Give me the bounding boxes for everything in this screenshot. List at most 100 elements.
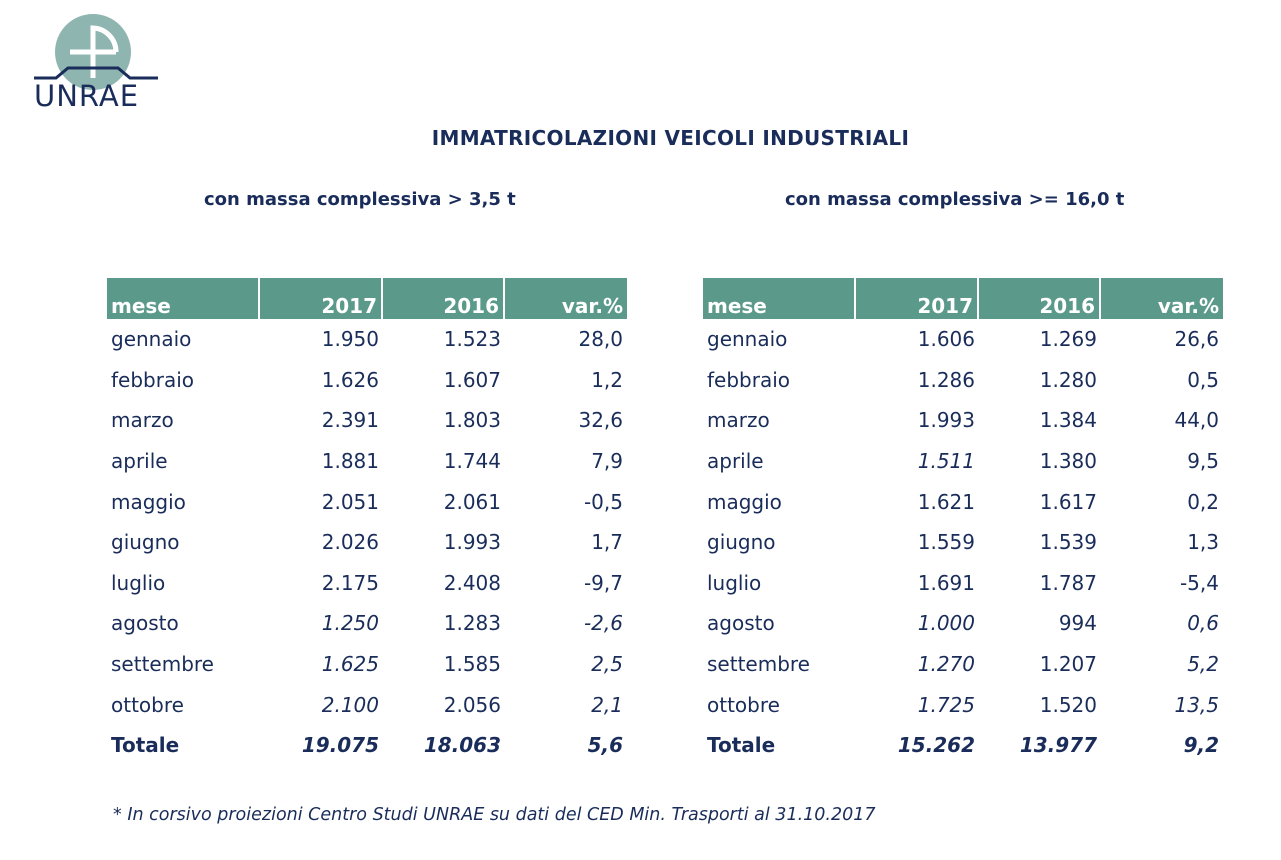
cell-2016: 1.744: [443, 449, 501, 474]
cell-2016: 1.803: [443, 408, 501, 433]
cell-2017: 1.625: [321, 652, 379, 677]
subtitle-left: con massa complessiva > 3,5 t: [204, 189, 516, 210]
page-title: IMMATRICOLAZIONI VEICOLI INDUSTRIALI: [431, 126, 910, 150]
cell-mese: luglio: [111, 570, 166, 595]
table-row: luglio 2.175 2.408 -9,7: [107, 563, 627, 604]
cell-var: -0,5: [583, 489, 623, 514]
header-2016: 2016: [383, 278, 505, 319]
table-row: febbraio 1.286 1.280 0,5: [703, 360, 1223, 401]
cell-2016: 2.061: [443, 489, 501, 514]
cell-var: 2,5: [591, 652, 623, 677]
cell-mese: settembre: [707, 652, 810, 677]
cell-2016: 1.280: [1039, 367, 1097, 392]
cell-2016: 2.056: [443, 692, 501, 717]
table-row: agosto 1.250 1.283 -2,6: [107, 603, 627, 644]
footnote: * In corsivo proiezioni Centro Studi UNR…: [113, 805, 876, 825]
cell-2016: 1.520: [1039, 692, 1097, 717]
cell-var: -9,7: [583, 570, 623, 595]
header-2016: 2016: [979, 278, 1101, 319]
cell-var: 1,7: [591, 530, 623, 555]
table-row: agosto 1.000 994 0,6: [703, 603, 1223, 644]
unrae-logo: UNRAE: [30, 12, 162, 110]
cell-2017: 2.100: [321, 692, 379, 717]
table-row: giugno 1.559 1.539 1,3: [703, 522, 1223, 563]
table-massa-16t: mese 2017 2016 var.% gennaio 1.606 1.269 26…: [703, 278, 1223, 766]
table-row: gennaio 1.606 1.269 26,6: [703, 319, 1223, 360]
cell-mese: giugno: [707, 530, 776, 555]
cell-var: 0,2: [1187, 489, 1219, 514]
cell-2017: 1.250: [321, 611, 379, 636]
cell-2016: 1.617: [1039, 489, 1097, 514]
cell-2017: 2.391: [321, 408, 379, 433]
cell-2017: 1.270: [917, 652, 975, 677]
table-row: maggio 2.051 2.061 -0,5: [107, 481, 627, 522]
cell-2017: 2.051: [321, 489, 379, 514]
cell-var: 0,5: [1187, 367, 1219, 392]
total-2016: 13.977: [1019, 733, 1097, 758]
table-row: aprile 1.511 1.380 9,5: [703, 441, 1223, 482]
cell-var: 5,2: [1187, 652, 1219, 677]
cell-2016: 1.607: [443, 367, 501, 392]
table-row: settembre 1.625 1.585 2,5: [107, 644, 627, 685]
cell-var: 13,5: [1174, 692, 1219, 717]
table-row: settembre 1.270 1.207 5,2: [703, 644, 1223, 685]
cell-2016: 1.207: [1039, 652, 1097, 677]
cell-2016: 1.380: [1039, 449, 1097, 474]
table-header-row: mese 2017 2016 var.%: [107, 278, 627, 319]
header-2017: 2017: [856, 278, 979, 319]
cell-2016: 1.787: [1039, 570, 1097, 595]
cell-2017: 1.511: [917, 449, 975, 474]
cell-var: 26,6: [1174, 327, 1219, 352]
svg-text:UNRAE: UNRAE: [34, 79, 139, 110]
cell-mese: marzo: [707, 408, 770, 433]
cell-2016: 1.585: [443, 652, 501, 677]
cell-mese: agosto: [111, 611, 179, 636]
cell-mese: gennaio: [111, 327, 192, 352]
table-row: maggio 1.621 1.617 0,2: [703, 481, 1223, 522]
cell-2016: 994: [1058, 611, 1097, 636]
cell-var: 2,1: [591, 692, 623, 717]
table-row: marzo 2.391 1.803 32,6: [107, 400, 627, 441]
table-row: aprile 1.881 1.744 7,9: [107, 441, 627, 482]
cell-var: 0,6: [1187, 611, 1219, 636]
cell-var: -5,4: [1179, 570, 1219, 595]
cell-2016: 1.993: [443, 530, 501, 555]
subtitle-right: con massa complessiva >= 16,0 t: [785, 189, 1125, 210]
cell-2017: 1.626: [321, 367, 379, 392]
cell-var: 1,2: [591, 367, 623, 392]
cell-2017: 1.000: [917, 611, 975, 636]
total-2017: 15.262: [897, 733, 975, 758]
table-row: giugno 2.026 1.993 1,7: [107, 522, 627, 563]
cell-2017: 1.725: [917, 692, 975, 717]
table-row: ottobre 2.100 2.056 2,1: [107, 684, 627, 725]
cell-2017: 2.026: [321, 530, 379, 555]
header-mese: mese: [107, 278, 260, 319]
table-massa-3-5t: mese 2017 2016 var.% gennaio 1.950 1.523 28…: [107, 278, 627, 766]
cell-2017: 1.621: [917, 489, 975, 514]
header-mese: mese: [703, 278, 856, 319]
cell-mese: maggio: [707, 489, 782, 514]
unrae-logo-graphic: UNRAE: [34, 14, 158, 110]
table-total-row: Totale 19.075 18.063 5,6: [107, 725, 627, 766]
cell-mese: ottobre: [111, 692, 184, 717]
cell-2017: 1.950: [321, 327, 379, 352]
header-2017: 2017: [260, 278, 383, 319]
cell-2017: 1.559: [917, 530, 975, 555]
cell-2017: 1.606: [917, 327, 975, 352]
cell-2016: 1.283: [443, 611, 501, 636]
table-row: febbraio 1.626 1.607 1,2: [107, 360, 627, 401]
cell-2016: 1.269: [1039, 327, 1097, 352]
total-label: Totale: [707, 733, 776, 758]
cell-2017: 1.881: [321, 449, 379, 474]
cell-var: 32,6: [578, 408, 623, 433]
cell-mese: ottobre: [707, 692, 780, 717]
cell-var: 9,5: [1187, 449, 1219, 474]
cell-var: 7,9: [591, 449, 623, 474]
cell-mese: maggio: [111, 489, 186, 514]
table-header-row: mese 2017 2016 var.%: [703, 278, 1223, 319]
total-var: 5,6: [587, 733, 623, 758]
cell-2017: 1.286: [917, 367, 975, 392]
cell-2016: 2.408: [443, 570, 501, 595]
cell-2016: 1.384: [1039, 408, 1097, 433]
cell-2017: 1.993: [917, 408, 975, 433]
